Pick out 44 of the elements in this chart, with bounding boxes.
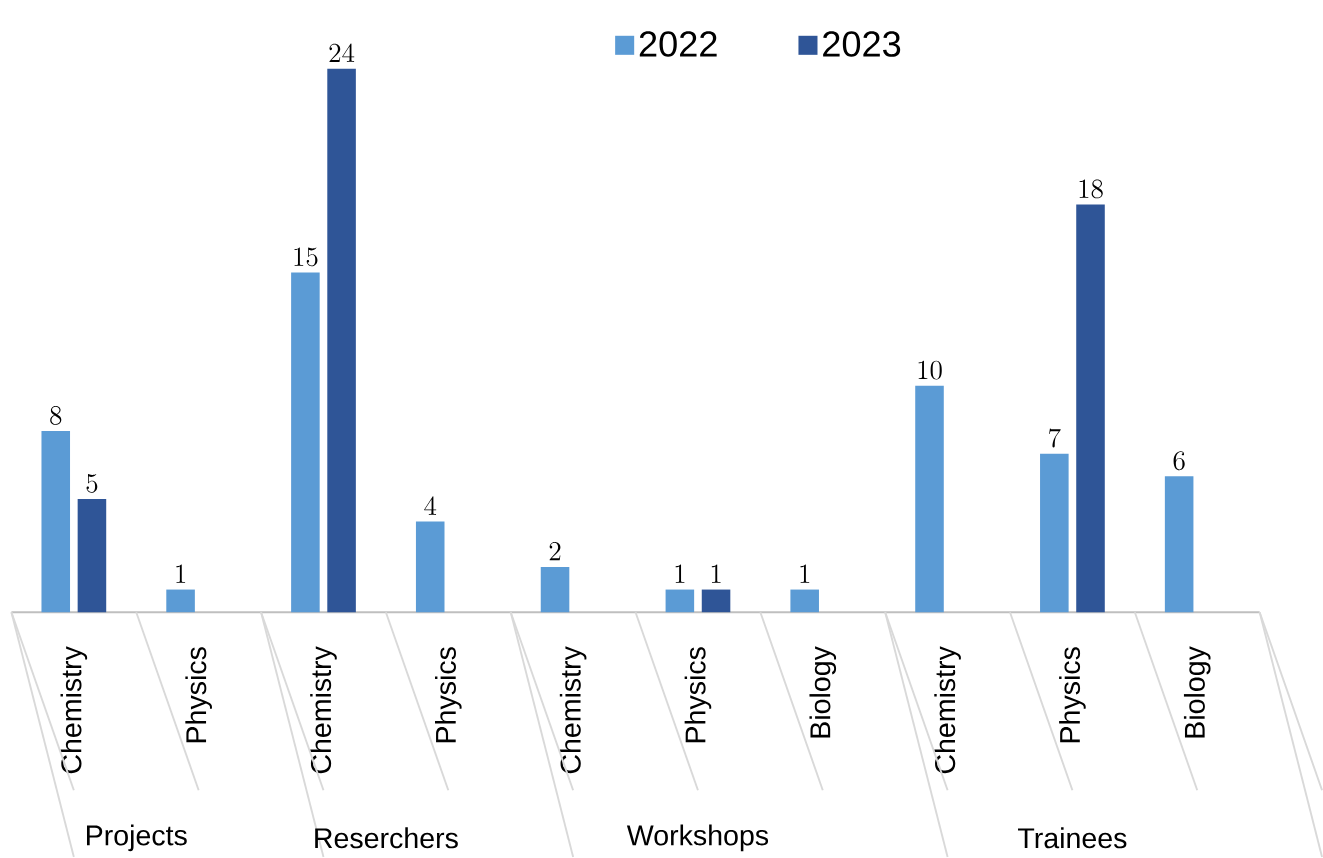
text: Reserchers (315, 827, 458, 849)
data-label: 10 (918, 360, 942, 380)
bar (327, 68, 356, 613)
bar (915, 385, 944, 613)
data-label: 2 (549, 542, 561, 561)
data-label: 1 (675, 564, 685, 583)
data-label: 7 (1049, 428, 1061, 448)
bar (540, 566, 570, 613)
x-tick-label: Biology (1183, 646, 1211, 738)
data-label: 6 (1173, 451, 1185, 471)
legend-label: 2022 (639, 31, 717, 57)
bar (665, 589, 695, 613)
data-label: 5 (86, 474, 98, 493)
bar (1164, 476, 1194, 613)
data-label: 1 (711, 564, 721, 583)
bar (415, 521, 445, 613)
data-label: 8 (50, 406, 62, 425)
data-label: 18 (1079, 179, 1103, 199)
bar (1040, 453, 1069, 613)
x-tick-label: Chemistry (60, 646, 88, 774)
bar (291, 272, 320, 613)
bar (1076, 204, 1105, 613)
data-label: 1 (176, 564, 186, 583)
bar (790, 589, 819, 613)
x-tick-label: Biology (809, 646, 837, 738)
text: Projects (87, 824, 187, 852)
bar (41, 431, 71, 613)
text: Trainees (1018, 827, 1127, 849)
data-label: 24 (329, 43, 355, 62)
x-tick-label: Physics (185, 647, 212, 743)
bar (77, 499, 107, 613)
x-tick-label: Chemistry (934, 646, 961, 774)
x-tick-label: Physics (684, 647, 712, 743)
x-tick-label: Physics (1059, 647, 1086, 743)
text: Workshops (626, 824, 769, 852)
bar (701, 589, 731, 613)
legend-label: 2023 (823, 31, 901, 57)
x-tick-label: Chemistry (310, 646, 337, 774)
data-label: 1 (800, 564, 810, 583)
bar (166, 589, 195, 613)
x-tick-label: Physics (435, 647, 462, 743)
data-label: 4 (424, 496, 437, 515)
data-label: 15 (294, 247, 318, 267)
x-tick-label: Chemistry (559, 646, 587, 774)
